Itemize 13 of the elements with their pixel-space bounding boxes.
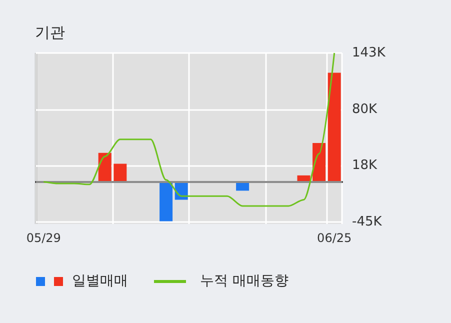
y-tick-label: 143K <box>352 46 386 60</box>
y-tick-label: 18K <box>352 158 378 173</box>
x-tick-label: 06/25 <box>317 231 352 245</box>
bar <box>160 182 173 222</box>
legend-label: 일별매매 <box>72 272 128 290</box>
y-tick-label: 80K <box>352 102 378 118</box>
line-series <box>42 52 336 207</box>
x-tick-label: 05/29 <box>26 231 61 245</box>
chart-title: 기관 <box>35 24 65 42</box>
bar <box>114 164 127 182</box>
y-tick-label: -45K <box>352 214 382 230</box>
bar <box>328 72 341 182</box>
legend-label: 누적 매매동향 <box>200 272 288 290</box>
